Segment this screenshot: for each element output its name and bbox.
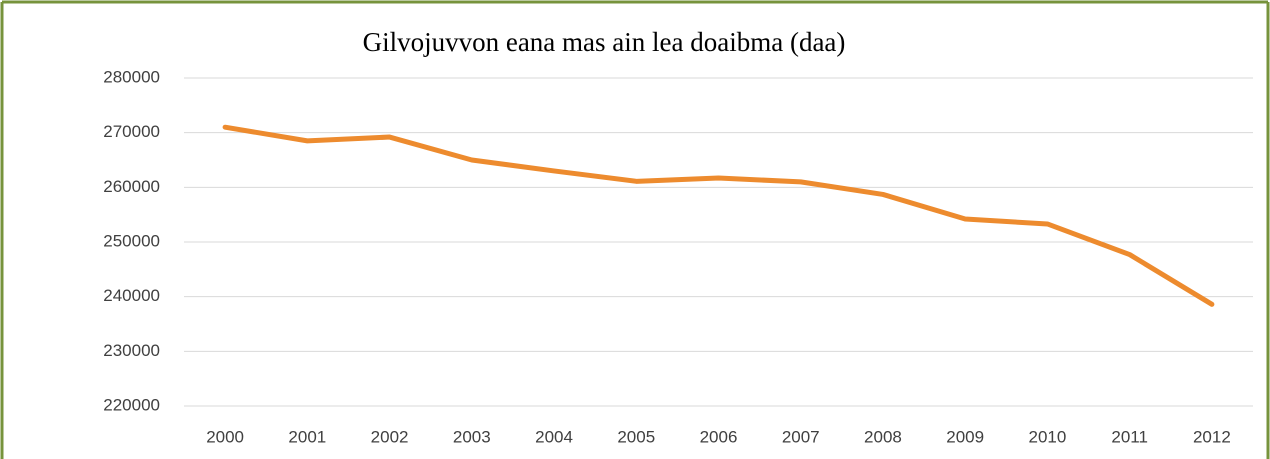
y-tick-label: 230000 (103, 341, 160, 360)
x-tick-label: 2002 (371, 427, 409, 446)
x-tick-label: 2010 (1029, 427, 1067, 446)
x-tick-label: 2006 (700, 427, 738, 446)
chart-title: Gilvojuvvon eana mas ain lea doaibma (da… (363, 27, 846, 57)
x-tick-label: 2007 (782, 427, 820, 446)
x-tick-label: 2003 (453, 427, 491, 446)
x-tick-label: 2011 (1111, 427, 1148, 446)
y-tick-label: 260000 (103, 177, 160, 196)
y-tick-label: 270000 (103, 122, 160, 141)
x-tick-label: 2009 (946, 427, 984, 446)
x-tick-label: 2008 (864, 427, 902, 446)
y-tick-label: 280000 (103, 67, 160, 86)
y-tick-label: 240000 (103, 286, 160, 305)
x-tick-label: 2012 (1193, 427, 1231, 446)
y-tick-label: 250000 (103, 231, 160, 250)
y-tick-label: 220000 (103, 395, 160, 414)
x-tick-label: 2001 (288, 427, 326, 446)
x-tick-label: 2004 (535, 427, 573, 446)
line (222, 124, 1215, 307)
x-tick-label: 2000 (206, 427, 244, 446)
x-tick-label: 2005 (617, 427, 655, 446)
